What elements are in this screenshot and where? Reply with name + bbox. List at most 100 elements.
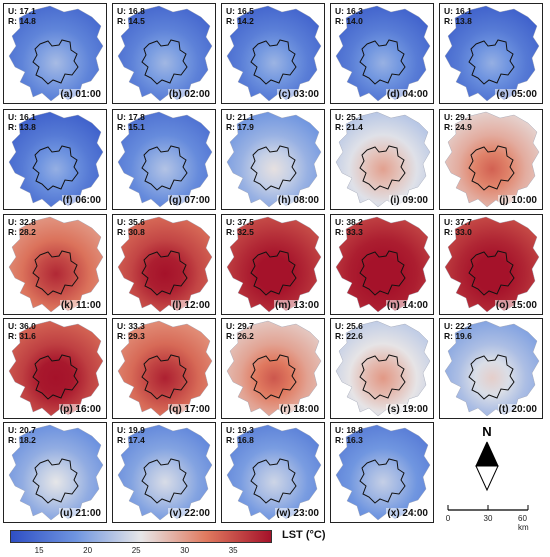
north-arrow: N xyxy=(474,424,500,494)
urban-boundary xyxy=(468,145,515,191)
colorbar-tick: 30 xyxy=(180,546,190,555)
panel-label: (v) 22:00 xyxy=(168,508,211,519)
urban-rural-values: U: 29.1 R: 24.9 xyxy=(444,112,472,132)
map-panel: U: 29.1 R: 24.9 (j) 10:00 xyxy=(439,109,543,210)
panel-label: (o) 15:00 xyxy=(494,300,538,311)
map-panel: U: 22.2 R: 19.6 (t) 20:00 xyxy=(439,318,543,419)
panel-label: (l) 12:00 xyxy=(171,300,211,311)
beijing-map xyxy=(444,320,540,417)
urban-boundary xyxy=(141,354,188,400)
rural-value: R: 31.6 xyxy=(8,331,36,341)
map-panel: U: 38.2 R: 33.3 (n) 14:00 xyxy=(330,214,434,315)
map-panel: U: 16.1 R: 13.8 (e) 05:00 xyxy=(439,3,543,104)
rural-value: R: 13.8 xyxy=(8,122,36,132)
panel-label: (c) 03:00 xyxy=(277,89,320,100)
scale-bar-line xyxy=(447,505,529,511)
urban-rural-values: U: 33.3 R: 29.3 xyxy=(117,321,145,341)
urban-rural-values: U: 16.1 R: 13.8 xyxy=(8,112,36,132)
map-panel: U: 18.8 R: 16.3 (x) 24:00 xyxy=(330,422,434,523)
urban-rural-values: U: 16.3 R: 14.0 xyxy=(335,6,363,26)
rural-value: R: 21.4 xyxy=(335,122,363,132)
beijing-map xyxy=(226,320,322,417)
north-label: N xyxy=(482,424,492,439)
scale-tick-30: 30 xyxy=(483,514,493,523)
urban-boundary xyxy=(250,39,297,85)
rural-value: R: 15.1 xyxy=(117,122,145,132)
urban-rural-values: U: 38.2 R: 33.3 xyxy=(335,217,363,237)
urban-boundary xyxy=(359,458,406,504)
panel-label: (t) 20:00 xyxy=(497,404,538,415)
colorbar-tick: 25 xyxy=(131,546,141,555)
scale-bar: 0 30 60 km xyxy=(444,500,548,532)
map-panel: U: 32.8 R: 28.2 (k) 11:00 xyxy=(3,214,107,315)
map-panel: U: 19.9 R: 17.4 (v) 22:00 xyxy=(112,422,216,523)
urban-value: U: 16.5 xyxy=(226,6,254,16)
urban-value: U: 38.2 xyxy=(335,217,363,227)
rural-value: R: 14.5 xyxy=(117,16,145,26)
rural-value: R: 22.6 xyxy=(335,331,363,341)
urban-value: U: 37.7 xyxy=(444,217,472,227)
colorbar-tick: 20 xyxy=(83,546,93,555)
urban-rural-values: U: 21.1 R: 17.9 xyxy=(226,112,254,132)
urban-rural-values: U: 37.7 R: 33.0 xyxy=(444,217,472,237)
urban-rural-values: U: 20.7 R: 18.2 xyxy=(8,425,36,445)
urban-rural-values: U: 29.7 R: 26.2 xyxy=(226,321,254,341)
panel-label: (f) 06:00 xyxy=(61,195,102,206)
panel-label: (r) 18:00 xyxy=(279,404,320,415)
beijing-map xyxy=(444,111,540,208)
beijing-map xyxy=(335,111,431,208)
urban-rural-values: U: 19.3 R: 16.8 xyxy=(226,425,254,445)
beijing-map xyxy=(8,424,104,521)
urban-boundary xyxy=(468,250,515,296)
urban-rural-values: U: 18.8 R: 16.3 xyxy=(335,425,363,445)
map-panel: U: 37.7 R: 33.0 (o) 15:00 xyxy=(439,214,543,315)
urban-rural-values: U: 25.1 R: 21.4 xyxy=(335,112,363,132)
rural-value: R: 19.6 xyxy=(444,331,472,341)
rural-value: R: 30.8 xyxy=(117,227,145,237)
urban-rural-values: U: 16.8 R: 14.5 xyxy=(117,6,145,26)
urban-value: U: 25.6 xyxy=(335,321,363,331)
panel-label: (u) 21:00 xyxy=(58,508,102,519)
urban-boundary xyxy=(359,354,406,400)
panel-label: (g) 07:00 xyxy=(167,195,211,206)
map-panel: U: 35.6 R: 30.8 (l) 12:00 xyxy=(112,214,216,315)
rural-value: R: 14.2 xyxy=(226,16,254,26)
urban-value: U: 17.8 xyxy=(117,112,145,122)
urban-boundary xyxy=(359,145,406,191)
map-panel: U: 25.1 R: 21.4 (i) 09:00 xyxy=(330,109,434,210)
scale-tick-0: 0 xyxy=(445,514,451,523)
rural-value: R: 16.8 xyxy=(226,435,254,445)
urban-rural-values: U: 36.0 R: 31.6 xyxy=(8,321,36,341)
urban-boundary xyxy=(32,250,79,296)
rural-value: R: 14.0 xyxy=(335,16,363,26)
urban-boundary xyxy=(32,39,79,85)
rural-value: R: 29.3 xyxy=(117,331,145,341)
panel-label: (e) 05:00 xyxy=(495,89,538,100)
map-panel: U: 36.0 R: 31.6 (p) 16:00 xyxy=(3,318,107,419)
beijing-map xyxy=(8,111,104,208)
urban-value: U: 16.1 xyxy=(444,6,472,16)
urban-rural-values: U: 16.5 R: 14.2 xyxy=(226,6,254,26)
beijing-map xyxy=(226,5,322,102)
rural-value: R: 26.2 xyxy=(226,331,254,341)
urban-rural-values: U: 17.8 R: 15.1 xyxy=(117,112,145,132)
urban-value: U: 19.3 xyxy=(226,425,254,435)
urban-value: U: 18.8 xyxy=(335,425,363,435)
panel-label: (x) 24:00 xyxy=(386,508,429,519)
lst-map-grid: U: 17.1 R: 14.8 (a) 01:00 U: 16.8 R: 14.… xyxy=(3,3,543,523)
urban-value: U: 29.1 xyxy=(444,112,472,122)
map-panel: U: 19.3 R: 16.8 (w) 23:00 xyxy=(221,422,325,523)
map-panel: U: 37.5 R: 32.5 (m) 13:00 xyxy=(221,214,325,315)
urban-value: U: 16.1 xyxy=(8,112,36,122)
urban-value: U: 16.3 xyxy=(335,6,363,16)
urban-value: U: 17.1 xyxy=(8,6,36,16)
colorbar-tick: 35 xyxy=(228,546,238,555)
beijing-map xyxy=(226,216,322,313)
urban-boundary xyxy=(468,354,515,400)
map-panel: U: 29.7 R: 26.2 (r) 18:00 xyxy=(221,318,325,419)
panel-label: (n) 14:00 xyxy=(385,300,429,311)
urban-boundary xyxy=(32,458,79,504)
rural-value: R: 17.4 xyxy=(117,435,145,445)
urban-rural-values: U: 25.6 R: 22.6 xyxy=(335,321,363,341)
map-panel: U: 16.8 R: 14.5 (b) 02:00 xyxy=(112,3,216,104)
